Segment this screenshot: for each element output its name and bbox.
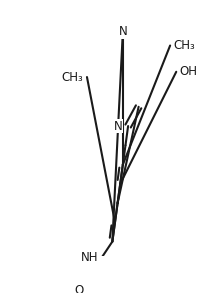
Text: N: N bbox=[119, 25, 127, 38]
Text: CH₃: CH₃ bbox=[62, 71, 84, 84]
Text: O: O bbox=[74, 284, 84, 293]
Text: N: N bbox=[114, 120, 123, 132]
Text: NH: NH bbox=[81, 251, 98, 264]
Text: OH: OH bbox=[180, 65, 198, 78]
Text: CH₃: CH₃ bbox=[174, 39, 195, 52]
